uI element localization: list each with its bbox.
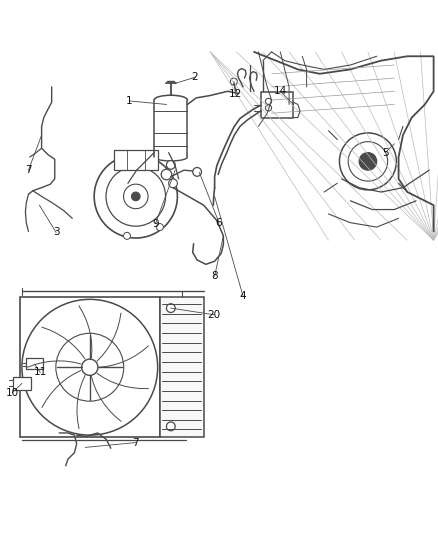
Circle shape (230, 78, 237, 85)
Text: 6: 6 (215, 217, 223, 228)
Circle shape (166, 422, 175, 431)
Circle shape (166, 160, 175, 169)
Text: 11: 11 (34, 367, 47, 377)
Circle shape (265, 98, 272, 104)
Text: 9: 9 (152, 219, 159, 229)
Circle shape (156, 223, 163, 231)
Bar (114, 150, 158, 170)
Bar (20, 297, 160, 437)
Text: 2: 2 (191, 72, 198, 82)
Text: 3: 3 (53, 228, 60, 237)
Bar (13, 377, 31, 390)
Text: 8: 8 (211, 271, 218, 281)
Circle shape (161, 169, 172, 180)
Circle shape (106, 167, 166, 226)
Circle shape (56, 333, 124, 401)
Circle shape (22, 300, 158, 435)
Circle shape (169, 179, 177, 188)
Circle shape (359, 152, 377, 170)
Circle shape (193, 167, 201, 176)
Circle shape (94, 155, 177, 238)
Circle shape (166, 304, 175, 312)
Circle shape (124, 232, 131, 239)
Circle shape (124, 184, 148, 209)
Circle shape (81, 359, 98, 375)
Bar (261, 92, 293, 118)
Text: 7: 7 (132, 438, 139, 448)
Text: 14: 14 (274, 86, 287, 96)
Text: 10: 10 (6, 387, 19, 398)
Text: 7: 7 (25, 165, 32, 175)
Circle shape (339, 133, 396, 190)
Text: 5: 5 (382, 148, 389, 158)
Text: 20: 20 (207, 310, 220, 320)
Text: 12: 12 (229, 90, 242, 99)
Bar (26, 359, 43, 369)
Text: 4: 4 (240, 291, 247, 301)
Circle shape (265, 105, 272, 111)
Bar (160, 297, 204, 437)
Text: 1: 1 (126, 96, 133, 106)
Circle shape (348, 142, 388, 181)
Circle shape (131, 192, 140, 201)
